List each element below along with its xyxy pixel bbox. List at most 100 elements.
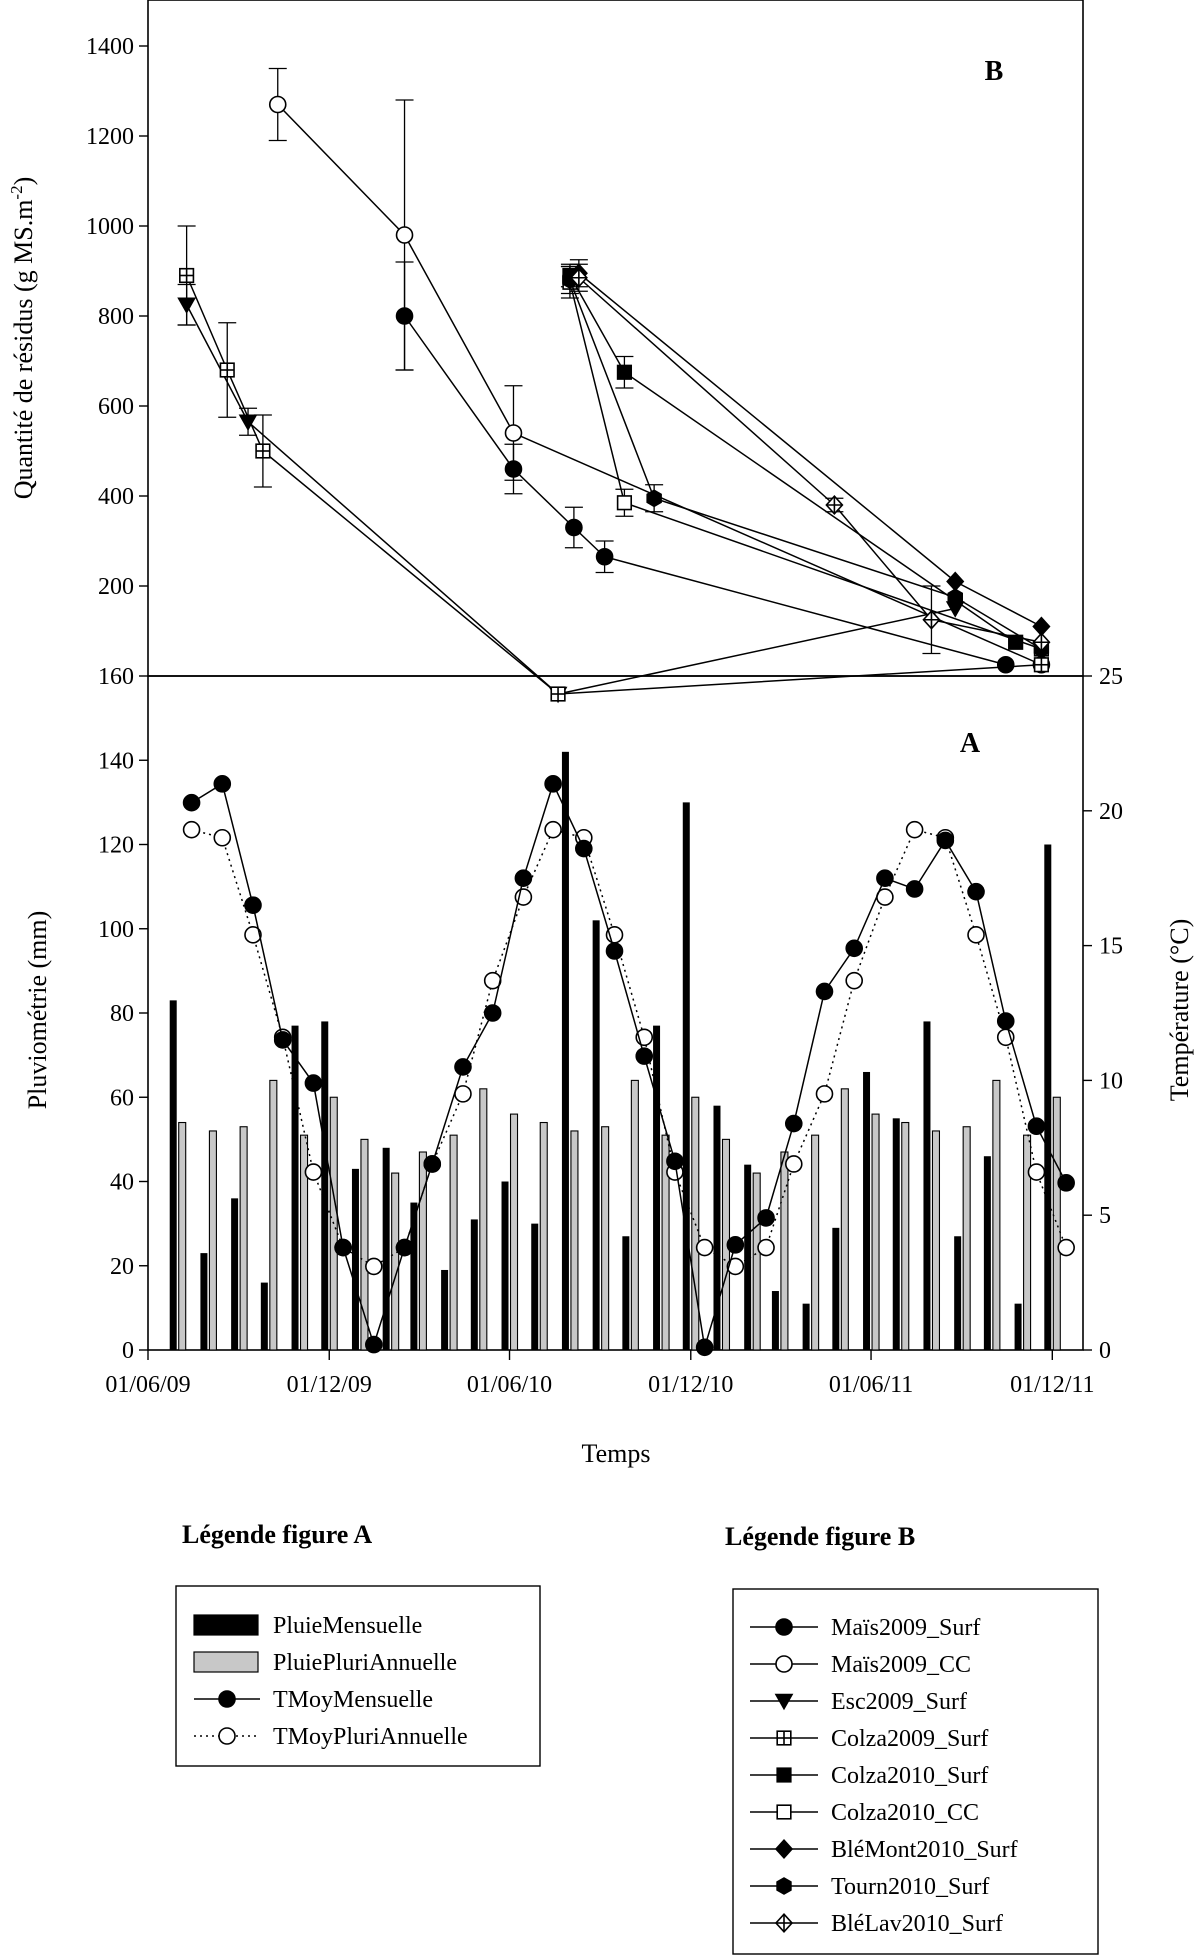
point-ma-s2009-cc	[268, 95, 287, 114]
bar-pluiemensuelle	[954, 1236, 962, 1350]
point-tmoymensuelle	[304, 1074, 323, 1092]
point-tmoymensuelle	[544, 775, 562, 793]
panel-a-y-axis-right-label: Température (°C)	[1165, 919, 1194, 1102]
x-tick-label: 01/06/09	[105, 1372, 190, 1398]
bar-pluiepluriannuelle	[752, 1172, 761, 1351]
point-ma-s2009-cc	[395, 226, 414, 244]
bar-pluiemensuelle	[682, 802, 690, 1350]
point-ma-s2009-surf	[595, 547, 614, 566]
legend-marker-ma-s2009-cc	[775, 1655, 793, 1673]
line-esc2009-surf	[185, 304, 956, 695]
bar-pluiepluriannuelle	[570, 1130, 579, 1351]
legend-a-box	[175, 1585, 541, 1767]
bar-pluiepluriannuelle	[479, 1088, 488, 1351]
legend-swatch-pluiemensuelle	[193, 1614, 259, 1636]
bar-pluiepluriannuelle	[1052, 1096, 1061, 1351]
bar-pluiepluriannuelle	[992, 1079, 1001, 1351]
bar-pluiepluriannuelle	[630, 1079, 639, 1351]
bar-pluiepluriannuelle	[661, 1134, 670, 1351]
legend-marker-bl-mont2010-surf	[774, 1839, 794, 1859]
bar-pluiepluriannuelle	[208, 1130, 217, 1351]
x-tick-label: 01/12/11	[1010, 1372, 1094, 1398]
legend-marker-tmoymensuelle	[218, 1690, 236, 1708]
legend-marker-colza2010-surf	[776, 1767, 792, 1783]
bar-pluiemensuelle	[863, 1071, 871, 1350]
axes: 1602004006008001000120014000204060801001…	[86, 34, 1123, 1398]
point-ma-s2009-surf	[565, 518, 583, 537]
legend-marker-esc2009-surf	[774, 1693, 794, 1711]
y-tick-label-a-left: 80	[110, 1001, 134, 1027]
y-tick-label-a-left: 40	[110, 1170, 134, 1196]
y-tick-label-b: 400	[98, 484, 134, 510]
bar-pluiemensuelle	[744, 1164, 752, 1350]
bar-pluiepluriannuelle	[360, 1138, 369, 1351]
point-tmoypluriannuelle	[757, 1238, 775, 1257]
point-tmoypluriannuelle	[1057, 1238, 1075, 1257]
y-tick-label-a-left: 0	[122, 1338, 134, 1364]
bar-pluiemensuelle	[923, 1021, 931, 1350]
y-tick-label-a-right: 5	[1099, 1203, 1111, 1229]
legend-b-title: Légende figure B	[725, 1522, 915, 1551]
line-colza2010-surf	[569, 275, 1017, 643]
point-colza2010-cc	[616, 495, 633, 511]
y-tick-label-a-right: 15	[1099, 934, 1123, 960]
bar-pluiepluriannuelle	[449, 1134, 458, 1351]
point-tmoymensuelle	[1027, 1117, 1046, 1136]
y-tick-label-b: 800	[98, 304, 134, 330]
point-tmoymensuelle	[967, 882, 985, 901]
bar-pluiemensuelle	[771, 1291, 779, 1350]
line-colza2009-surf	[185, 275, 1042, 695]
bar-pluiepluriannuelle	[269, 1079, 278, 1351]
legend-label-colza2010-surf: Colza2010_Surf	[831, 1763, 988, 1789]
point-tmoypluriannuelle	[845, 971, 864, 990]
legend-label-ma-s2009-surf: Maïs2009_Surf	[831, 1615, 980, 1641]
bar-pluiemensuelle	[410, 1202, 418, 1350]
panel-letter-a: A	[960, 728, 981, 759]
point-tmoypluriannuelle	[1027, 1163, 1046, 1181]
point-tmoymensuelle	[273, 1031, 292, 1049]
point-tmoymensuelle	[905, 880, 924, 898]
bar-pluiepluriannuelle	[1023, 1134, 1032, 1351]
legend-marker-tourn2010-surf	[776, 1877, 792, 1895]
bar-pluiepluriannuelle	[418, 1151, 427, 1351]
bar-pluiepluriannuelle	[811, 1134, 820, 1351]
bar-pluiepluriannuelle	[691, 1096, 700, 1351]
y-tick-label-a-left: 100	[98, 917, 134, 943]
point-ma-s2009-surf	[996, 655, 1015, 674]
legend-marker-tmoypluriannuelle	[218, 1727, 236, 1745]
bar-pluiemensuelle	[561, 751, 569, 1350]
legend-label-bl-mont2010-surf: BléMont2010_Surf	[831, 1837, 1018, 1863]
bar-pluiemensuelle	[892, 1118, 900, 1350]
temperature-lines	[182, 775, 1075, 1357]
y-tick-label-b: 160	[98, 664, 134, 690]
point-tmoypluriannuelle	[905, 820, 924, 839]
point-tmoymensuelle	[635, 1047, 654, 1065]
bar-pluiemensuelle	[260, 1282, 268, 1350]
point-bl-mont2010-surf	[946, 571, 965, 592]
legend-marker-colza2010-cc	[776, 1804, 792, 1820]
bar-pluiemensuelle	[802, 1303, 810, 1350]
point-tmoypluriannuelle	[695, 1238, 714, 1257]
y-tick-label-a-right: 10	[1099, 1068, 1123, 1094]
point-tmoymensuelle	[244, 896, 262, 914]
line-bl-mont2010-surf	[578, 272, 1042, 628]
point-tmoymensuelle	[605, 942, 624, 960]
bar-pluiemensuelle	[351, 1168, 359, 1350]
line-colza2010-cc	[569, 282, 1042, 650]
legend-marker-ma-s2009-surf	[775, 1618, 793, 1636]
bar-pluiemensuelle	[441, 1269, 449, 1350]
point-tmoymensuelle	[666, 1152, 684, 1171]
y-tick-label-a-left: 20	[110, 1254, 134, 1280]
legend-label-pluiepluriannuelle: PluiePluriAnnuelle	[273, 1650, 457, 1676]
point-tmoymensuelle	[757, 1209, 775, 1227]
point-tmoymensuelle	[334, 1238, 352, 1257]
legend-b-box	[732, 1588, 1099, 1955]
legend-label-colza2009-surf: Colza2009_Surf	[831, 1726, 988, 1752]
bar-pluiepluriannuelle	[871, 1113, 880, 1351]
point-tmoymensuelle	[365, 1335, 383, 1354]
x-tick-label: 01/12/10	[648, 1372, 733, 1398]
y-tick-label-b: 200	[98, 574, 134, 600]
point-tmoymensuelle	[1057, 1174, 1075, 1192]
legend-label-esc2009-surf: Esc2009_Surf	[831, 1689, 967, 1715]
